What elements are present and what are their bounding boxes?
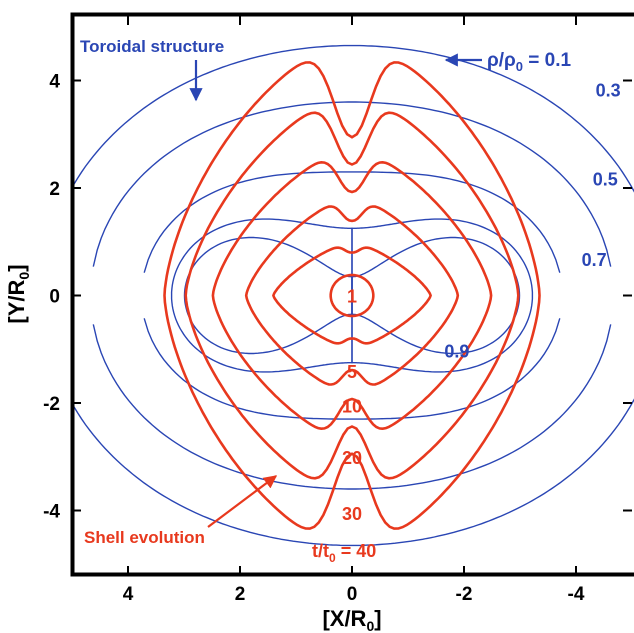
- shell-time-label: 30: [342, 504, 362, 524]
- x-axis-title-close: ]: [374, 606, 381, 631]
- density-level-label: 0.5: [593, 169, 618, 189]
- shell-evolution-label: Shell evolution: [84, 528, 205, 547]
- density-contour: [143, 318, 561, 420]
- time-ratio-main: t/t: [312, 541, 329, 561]
- x-tick-label: 0: [347, 584, 358, 605]
- density-contour: [351, 218, 534, 373]
- x-tick-label: 4: [123, 584, 134, 605]
- rho-ratio-main: ρ/ρ: [487, 50, 516, 71]
- density-level-label: 0.3: [596, 81, 621, 101]
- shell-time-label: 5: [347, 362, 357, 382]
- shell-time-label: 10: [342, 397, 362, 417]
- rho-ratio-label: ρ/ρ0 = 0.1: [487, 50, 572, 74]
- y-tick-label: 0: [49, 287, 60, 308]
- shell-time-label: 20: [342, 448, 362, 468]
- shell-time-labels: 1 5 10 20 30: [342, 287, 362, 525]
- y-tick-label: -2: [43, 394, 60, 415]
- y-tick-label: 4: [49, 72, 60, 93]
- density-contour: [71, 398, 634, 547]
- density-contour: [92, 101, 612, 267]
- shell-curve: [184, 111, 520, 480]
- density-contour: [143, 171, 561, 273]
- x-axis-title-main: [X/R: [322, 606, 366, 631]
- y-axis-title-main: [Y/R: [4, 279, 29, 323]
- density-level-labels: 0.3 0.5 0.7 0.9: [444, 81, 620, 362]
- density-contour: [170, 218, 353, 373]
- time-ratio-eq: = 40: [336, 541, 377, 561]
- shell-curve: [272, 246, 432, 345]
- x-tick-label: -2: [456, 584, 473, 605]
- x-tick-label: 2: [235, 584, 246, 605]
- y-tick-label: -4: [43, 502, 60, 523]
- density-level-label: 0.7: [582, 250, 607, 270]
- time-ratio-label: t/t0 = 40: [312, 541, 376, 565]
- x-axis-title-sub: 0: [366, 618, 374, 633]
- shell-evolution-arrow: [207, 475, 278, 528]
- y-axis-title-close: ]: [4, 264, 29, 271]
- y-axis-title: [Y/R0]: [4, 264, 32, 323]
- shell-curve: [329, 273, 375, 318]
- y-tick-label: 2: [49, 179, 60, 200]
- density-contour: [92, 324, 612, 490]
- shell-time-label: 1: [347, 287, 357, 307]
- y-axis-title-sub: 0: [16, 272, 32, 280]
- rho-ratio-eq: = 0.1: [523, 50, 571, 71]
- toroidal-structure-label: Toroidal structure: [80, 37, 224, 56]
- shell-curve: [211, 160, 493, 431]
- rho-ratio-sub: 0: [516, 59, 523, 74]
- axis-ticks: [72, 16, 632, 575]
- density-contour: [71, 44, 634, 193]
- x-tick-label: -4: [568, 584, 585, 605]
- shell-curve: [244, 205, 460, 386]
- time-ratio-sub: 0: [329, 551, 336, 565]
- shell-curve: [163, 61, 541, 530]
- density-level-label: 0.9: [444, 341, 469, 361]
- x-axis-title: [X/R0]: [322, 606, 381, 633]
- shell-curves: [163, 61, 541, 530]
